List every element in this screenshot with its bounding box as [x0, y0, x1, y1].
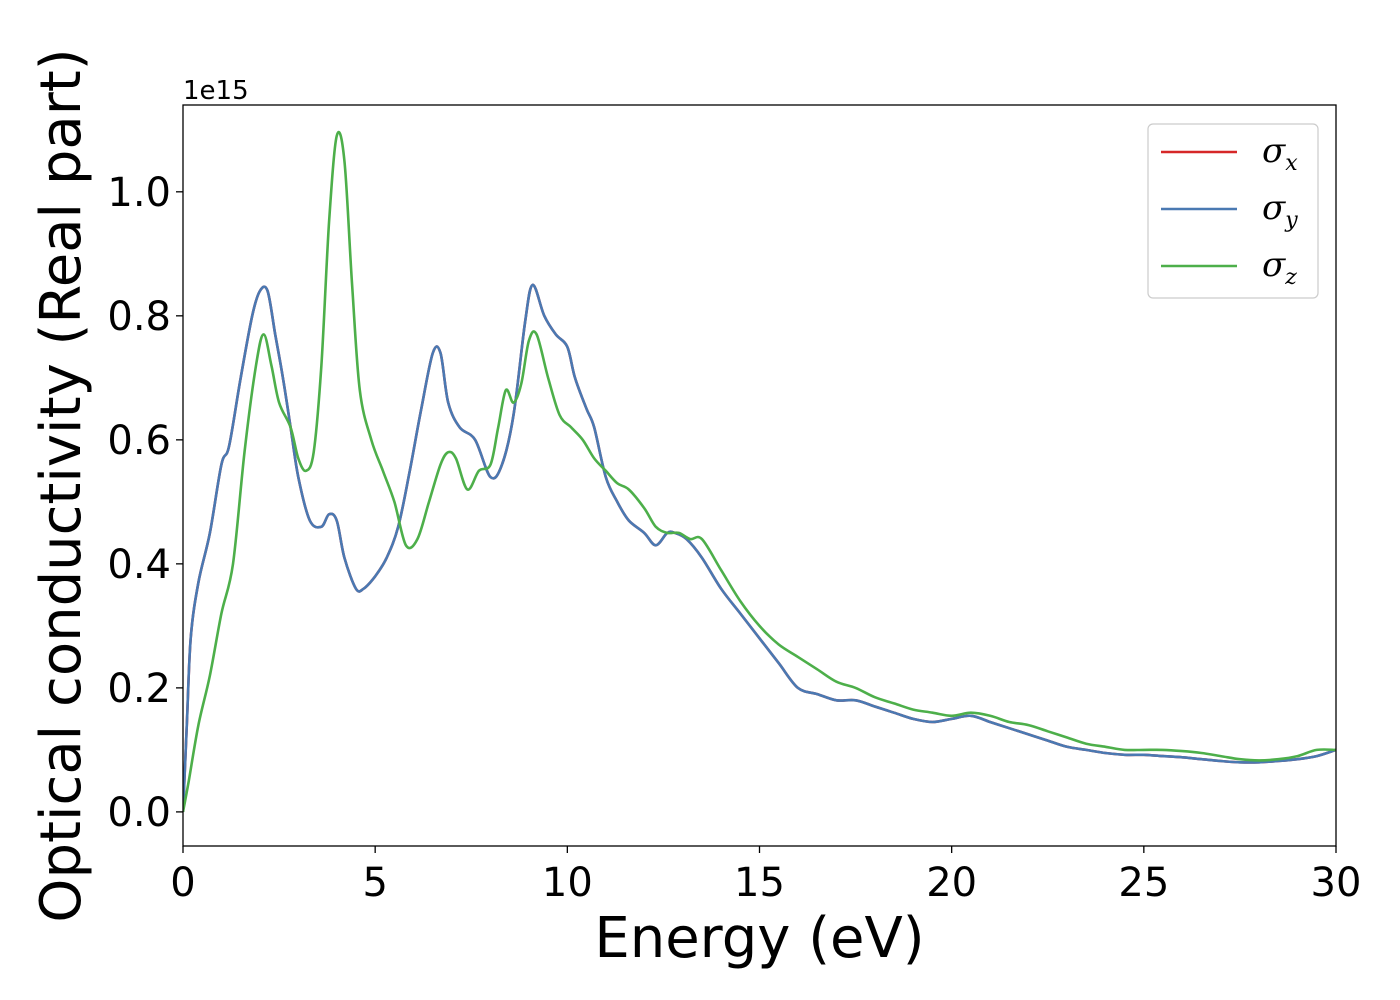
x-axis-ticks: 0 5 10 15 20 25 30 [170, 846, 1361, 906]
x-tick-label: 10 [542, 860, 593, 906]
y-axis-label: Optical conductivity (Real part) [29, 48, 94, 922]
x-tick-label: 15 [734, 860, 785, 906]
y-axis-ticks: 0.0 0.2 0.4 0.6 0.8 1.0 [107, 170, 183, 836]
legend-box [1147, 123, 1319, 299]
series-line-y [183, 283, 1336, 812]
y-tick-label: 0.2 [107, 666, 171, 712]
y-tick-label: 0.8 [107, 294, 171, 340]
x-axis-label: Energy (eV) [594, 906, 924, 971]
y-tick-label: 0.6 [107, 418, 171, 464]
x-tick-label: 30 [1311, 860, 1362, 906]
legend-label-z: σz [1262, 245, 1297, 290]
y-tick-label: 0.0 [107, 790, 171, 836]
legend-label-x: σx [1262, 131, 1298, 176]
x-tick-label: 5 [362, 860, 387, 906]
x-tick-label: 20 [926, 860, 977, 906]
y-tick-label: 1.0 [107, 170, 171, 216]
y-tick-label: 0.4 [107, 542, 171, 588]
legend: σx σy σz [1147, 123, 1319, 299]
y-offset-text: 1e15 [183, 76, 249, 106]
x-tick-label: 25 [1118, 860, 1169, 906]
series-lines [183, 130, 1336, 813]
x-tick-label: 0 [170, 860, 195, 906]
legend-label-y: σy [1262, 188, 1298, 233]
series-line-z [183, 130, 1336, 813]
